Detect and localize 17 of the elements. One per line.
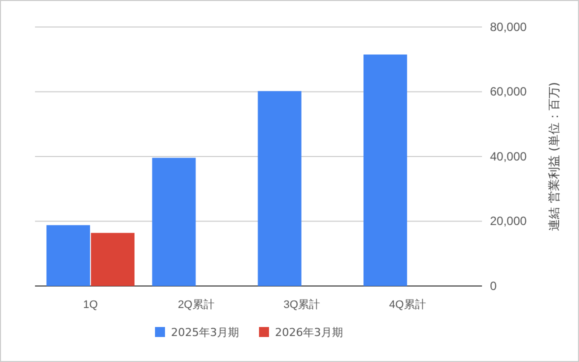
x-tick-label: 2Q累計	[178, 298, 215, 311]
bar	[363, 54, 408, 286]
y-tick-label: 60,000	[490, 84, 528, 99]
y-tick-label: 0	[490, 278, 497, 293]
bar	[90, 232, 135, 286]
y-tick-label: 40,000	[490, 149, 528, 164]
bar	[258, 91, 302, 286]
legend-label: 2026年3月期	[275, 326, 343, 339]
bar	[46, 225, 90, 286]
y-axis-title: 連結 営業利益 (単位：百万)	[547, 82, 561, 231]
bar	[152, 158, 196, 286]
x-tick-label: 3Q累計	[283, 298, 320, 311]
y-tick-label: 20,000	[490, 214, 528, 228]
y-tick-label: 80,000	[490, 20, 528, 34]
x-tick-label: 4Q累計	[389, 298, 426, 311]
x-tick-label: 1Q	[83, 298, 98, 311]
legend-label: 2025年3月期	[171, 326, 239, 339]
